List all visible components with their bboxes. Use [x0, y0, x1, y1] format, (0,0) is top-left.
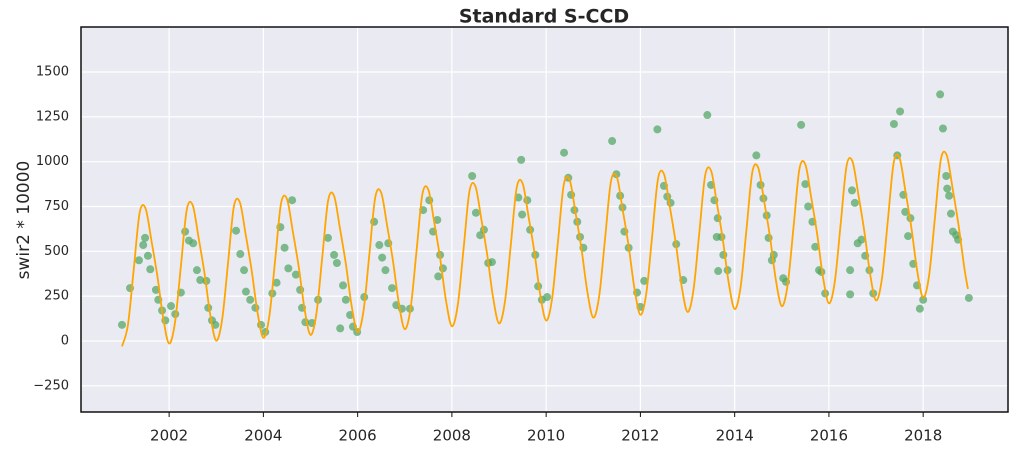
data-point — [189, 239, 198, 248]
marks — [118, 90, 973, 347]
data-point — [241, 287, 250, 296]
data-point — [752, 151, 761, 160]
data-point — [804, 202, 813, 211]
data-point — [896, 107, 905, 116]
data-point — [192, 266, 201, 275]
data-point — [608, 137, 617, 146]
data-point — [134, 256, 143, 265]
x-tick-label: 2018 — [904, 427, 942, 445]
data-point — [246, 295, 255, 304]
data-point — [942, 172, 951, 181]
x-tick-label: 2014 — [716, 427, 754, 445]
y-axis-label: swir2 * 10000 — [14, 161, 34, 280]
y-tick-label: 750 — [44, 199, 69, 214]
data-point — [232, 226, 241, 235]
data-point — [330, 250, 339, 259]
data-point — [560, 148, 569, 157]
chart-title: Standard S-CCD — [459, 6, 629, 28]
x-tick-label: 2012 — [621, 427, 659, 445]
data-point — [438, 264, 447, 273]
data-point — [323, 233, 332, 242]
y-tick-label: 500 — [44, 244, 69, 259]
y-tick-label: 250 — [44, 289, 69, 304]
data-point — [919, 295, 928, 304]
data-point — [288, 196, 297, 205]
fit-line — [121, 150, 969, 347]
y-tick-label: 0 — [61, 333, 69, 348]
data-point — [118, 320, 127, 329]
data-point — [151, 285, 160, 294]
data-point — [272, 278, 281, 287]
y-tick-label: 1250 — [36, 109, 69, 124]
plot-frame — [80, 26, 1009, 413]
x-tick-label: 2002 — [150, 427, 188, 445]
data-point — [640, 276, 649, 285]
data-point — [943, 184, 952, 193]
data-point — [341, 295, 350, 304]
data-point — [518, 210, 527, 219]
data-point — [291, 270, 300, 279]
data-point — [196, 276, 205, 285]
data-point — [240, 266, 249, 275]
data-point — [139, 241, 148, 250]
plot-background — [81, 27, 1008, 412]
ticks: −250 0 250 500 750 1000 1250 1500 2002 2004 2006 20… — [33, 65, 942, 445]
data-point — [889, 120, 898, 129]
x-tick-label: 2008 — [433, 427, 471, 445]
data-point — [901, 207, 910, 216]
data-point — [801, 180, 810, 189]
data-point — [468, 172, 477, 181]
data-point — [375, 241, 384, 250]
data-point — [236, 250, 245, 259]
data-point — [848, 186, 857, 195]
y-tick-label: −250 — [33, 378, 69, 393]
data-point — [167, 302, 176, 311]
data-point — [857, 235, 866, 244]
data-point — [945, 191, 954, 200]
data-point — [332, 258, 341, 267]
data-point — [904, 232, 913, 241]
data-point — [381, 266, 390, 275]
data-point — [946, 209, 955, 218]
data-point — [543, 293, 552, 302]
data-point — [471, 208, 480, 217]
data-point — [146, 265, 155, 274]
y-tick-label: 1500 — [36, 65, 69, 80]
x-tick-label: 2016 — [810, 427, 848, 445]
data-point — [251, 303, 260, 312]
grid — [81, 27, 1008, 412]
data-point — [797, 120, 806, 129]
data-point — [846, 290, 855, 299]
y-tick-label: 1000 — [36, 154, 69, 169]
data-point — [517, 155, 526, 164]
data-point — [811, 242, 820, 251]
data-point — [143, 251, 152, 260]
data-point — [280, 243, 289, 252]
data-point — [938, 124, 947, 133]
data-point — [336, 324, 345, 333]
data-point — [936, 90, 945, 99]
data-point — [850, 198, 859, 207]
data-point — [378, 253, 387, 262]
data-point — [433, 215, 442, 224]
data-point — [284, 264, 293, 273]
data-point — [211, 320, 220, 329]
data-point — [487, 258, 496, 267]
data-point — [714, 267, 723, 276]
data-point — [388, 284, 397, 293]
x-tick-label: 2006 — [339, 427, 377, 445]
data-point — [339, 281, 348, 290]
data-point — [653, 125, 662, 134]
x-tick-label: 2004 — [244, 427, 282, 445]
x-tick-label: 2010 — [527, 427, 565, 445]
data-point — [846, 266, 855, 275]
data-point — [141, 233, 150, 242]
data-point — [964, 293, 973, 302]
data-point — [703, 111, 712, 120]
data-point — [915, 304, 924, 313]
data-point — [769, 250, 778, 259]
data-point — [666, 198, 675, 207]
data-point — [434, 272, 443, 281]
